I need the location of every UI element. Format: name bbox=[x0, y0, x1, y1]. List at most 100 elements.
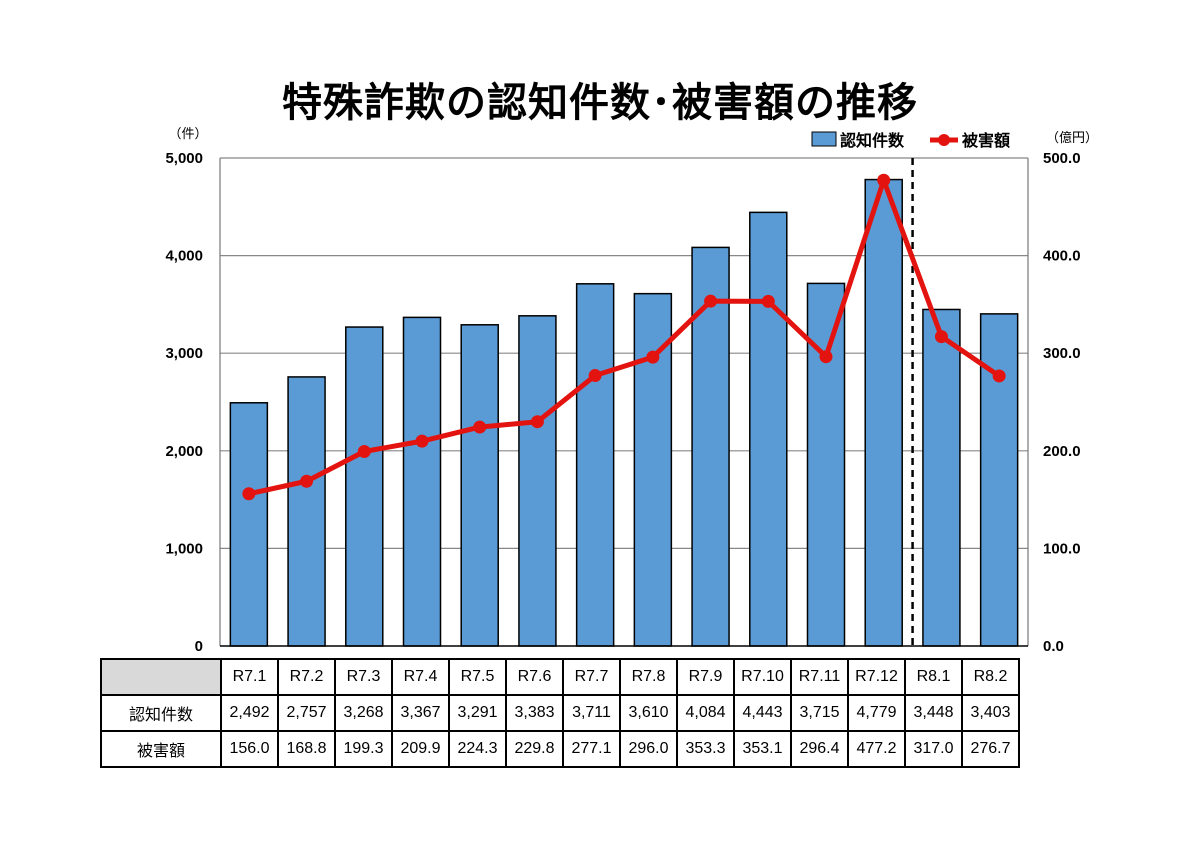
chart-title: 特殊詐欺の認知件数･被害額の推移 bbox=[282, 80, 918, 126]
legend-line-marker bbox=[938, 134, 950, 146]
bar bbox=[460, 324, 499, 647]
table-header-cell: R7.9 bbox=[676, 658, 735, 696]
table-header-cell: R8.2 bbox=[961, 658, 1020, 696]
table-header-cell: R7.5 bbox=[448, 658, 507, 696]
table-cell: 276.7 bbox=[961, 730, 1020, 768]
table-cell: 296.0 bbox=[619, 730, 678, 768]
damage-point bbox=[992, 369, 1006, 383]
y-left-tick-label: 2,000 bbox=[165, 443, 203, 460]
table-cell: 4,443 bbox=[733, 694, 792, 732]
table-cell: 156.0 bbox=[220, 730, 279, 768]
damage-point bbox=[415, 434, 429, 448]
y-right-tick-label: 400.0 bbox=[1043, 248, 1081, 265]
table-cell: 3,715 bbox=[790, 694, 849, 732]
table-row: 認知件数 2,492 2,757 3,268 3,367 3,291 3,383 3,711 3… bbox=[100, 694, 1020, 732]
y-right-unit-label: （億円） bbox=[1046, 130, 1098, 146]
table-header-cell: R7.6 bbox=[505, 658, 564, 696]
y-right-tick-label: 100.0 bbox=[1043, 540, 1081, 557]
y-left-tick-label: 4,000 bbox=[165, 248, 203, 265]
bar bbox=[402, 316, 442, 647]
table-header-cell: R7.7 bbox=[562, 658, 621, 696]
table-row-label: 被害額 bbox=[100, 730, 222, 768]
table-cell: 3,383 bbox=[505, 694, 564, 732]
bar bbox=[575, 283, 615, 647]
y-left-tick-label: 0 bbox=[195, 638, 203, 655]
legend: 認知件数 被害額 bbox=[811, 131, 1010, 150]
table-cell: 4,084 bbox=[676, 694, 735, 732]
table-cell: 3,403 bbox=[961, 694, 1020, 732]
table-cell: 168.8 bbox=[277, 730, 336, 768]
damage-point bbox=[704, 294, 718, 308]
bar bbox=[287, 376, 326, 647]
table-cell: 3,291 bbox=[448, 694, 507, 732]
table-cell: 317.0 bbox=[904, 730, 963, 768]
table-cell: 209.9 bbox=[391, 730, 450, 768]
damage-point bbox=[530, 415, 544, 429]
table-cell: 477.2 bbox=[847, 730, 906, 768]
table-cell: 224.3 bbox=[448, 730, 507, 768]
damage-point bbox=[819, 350, 833, 364]
table-cell: 2,757 bbox=[277, 694, 336, 732]
bar bbox=[518, 315, 557, 647]
table-cell: 277.1 bbox=[562, 730, 621, 768]
bar bbox=[749, 211, 788, 647]
table-cell: 4,779 bbox=[847, 694, 906, 732]
table-header-cell: R8.1 bbox=[904, 658, 963, 696]
legend-label-count: 認知件数 bbox=[840, 131, 905, 150]
table-cell: 296.4 bbox=[790, 730, 849, 768]
y-left-tick-label: 1,000 bbox=[165, 540, 203, 557]
bar bbox=[922, 308, 961, 647]
gridlines bbox=[220, 157, 1028, 550]
table-cell: 3,711 bbox=[562, 694, 621, 732]
y-left-unit-label: （件） bbox=[168, 127, 207, 142]
damage-point bbox=[761, 294, 775, 308]
axes: 0 1,000 2,000 3,000 4,000 5,000 0.0 100.0 200.0 3… bbox=[165, 127, 1098, 655]
damage-point bbox=[588, 369, 602, 383]
y-right-tick-label: 0.0 bbox=[1043, 638, 1064, 655]
y-right-tick-label: 300.0 bbox=[1043, 345, 1081, 362]
table-cell: 353.1 bbox=[733, 730, 792, 768]
y-right-tick-label: 500.0 bbox=[1043, 150, 1081, 167]
legend-bar-swatch bbox=[811, 131, 837, 147]
table-cell: 353.3 bbox=[676, 730, 735, 768]
line-series bbox=[242, 173, 1006, 501]
bar bbox=[979, 313, 1019, 647]
table-cell: 199.3 bbox=[334, 730, 393, 768]
damage-point bbox=[242, 487, 256, 501]
table-header-cell: R7.1 bbox=[220, 658, 279, 696]
damage-point bbox=[300, 474, 314, 488]
damage-point bbox=[877, 173, 891, 187]
bar bbox=[345, 326, 384, 647]
table-header-cell: R7.10 bbox=[733, 658, 792, 696]
table-header-cell: R7.4 bbox=[391, 658, 450, 696]
table-row-label: 認知件数 bbox=[100, 694, 222, 732]
table-header-cell: R7.3 bbox=[334, 658, 393, 696]
table-cell: 3,610 bbox=[619, 694, 678, 732]
damage-line bbox=[248, 177, 1001, 497]
legend-label-damage: 被害額 bbox=[962, 131, 1010, 150]
table-header-cell: R7.8 bbox=[619, 658, 678, 696]
data-table: R7.1 R7.2 R7.3 R7.4 R7.5 R7.6 R7.7 R7.8 R7.9 R7.1… bbox=[100, 658, 1020, 768]
table-cell: 3,448 bbox=[904, 694, 963, 732]
chart-svg: 0 1,000 2,000 3,000 4,000 5,000 0.0 100.0 200.0 3… bbox=[165, 127, 1098, 655]
y-left-tick-label: 5,000 bbox=[165, 150, 203, 167]
damage-point bbox=[473, 420, 487, 434]
table-header-cell: R7.11 bbox=[790, 658, 849, 696]
table-cell: 2,492 bbox=[220, 694, 279, 732]
table-cell: 229.8 bbox=[505, 730, 564, 768]
damage-point bbox=[934, 330, 948, 344]
damage-point bbox=[357, 444, 371, 458]
bar bbox=[806, 282, 846, 647]
y-left-tick-label: 3,000 bbox=[165, 345, 203, 362]
table-cell: 3,367 bbox=[391, 694, 450, 732]
y-right-tick-label: 200.0 bbox=[1043, 443, 1081, 460]
bar bbox=[229, 402, 269, 647]
table-header-row: R7.1 R7.2 R7.3 R7.4 R7.5 R7.6 R7.7 R7.8 R7.9 R7.1… bbox=[100, 658, 1020, 696]
table-header-cell: R7.2 bbox=[277, 658, 336, 696]
table-corner bbox=[100, 658, 222, 696]
table-header-cell: R7.12 bbox=[847, 658, 906, 696]
bar-series bbox=[229, 178, 1019, 647]
damage-point bbox=[646, 350, 660, 364]
table-row: 被害額 156.0 168.8 199.3 209.9 224.3 229.8 277.1 29… bbox=[100, 730, 1020, 768]
bar bbox=[864, 178, 903, 647]
